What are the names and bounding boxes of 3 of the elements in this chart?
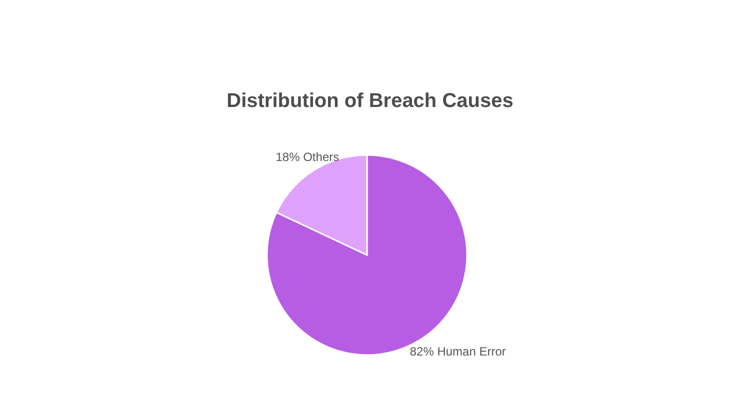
slice-label: 82% Human Error xyxy=(410,344,506,358)
slice-label: 18% Others xyxy=(276,150,340,164)
chart-title: Distribution of Breach Causes xyxy=(226,90,514,112)
